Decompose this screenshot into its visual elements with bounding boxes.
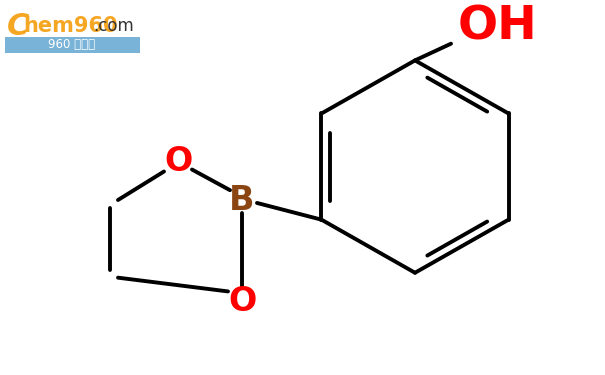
Text: B: B [229,183,255,216]
Text: O: O [164,145,192,178]
Text: hem960: hem960 [23,16,117,36]
Bar [5,37,140,52]
Text: O: O [228,285,256,318]
Text: 960 化工网: 960 化工网 [48,38,96,51]
Text: C: C [7,12,30,42]
Text: OH: OH [458,4,538,50]
Text: .com: .com [93,17,134,35]
